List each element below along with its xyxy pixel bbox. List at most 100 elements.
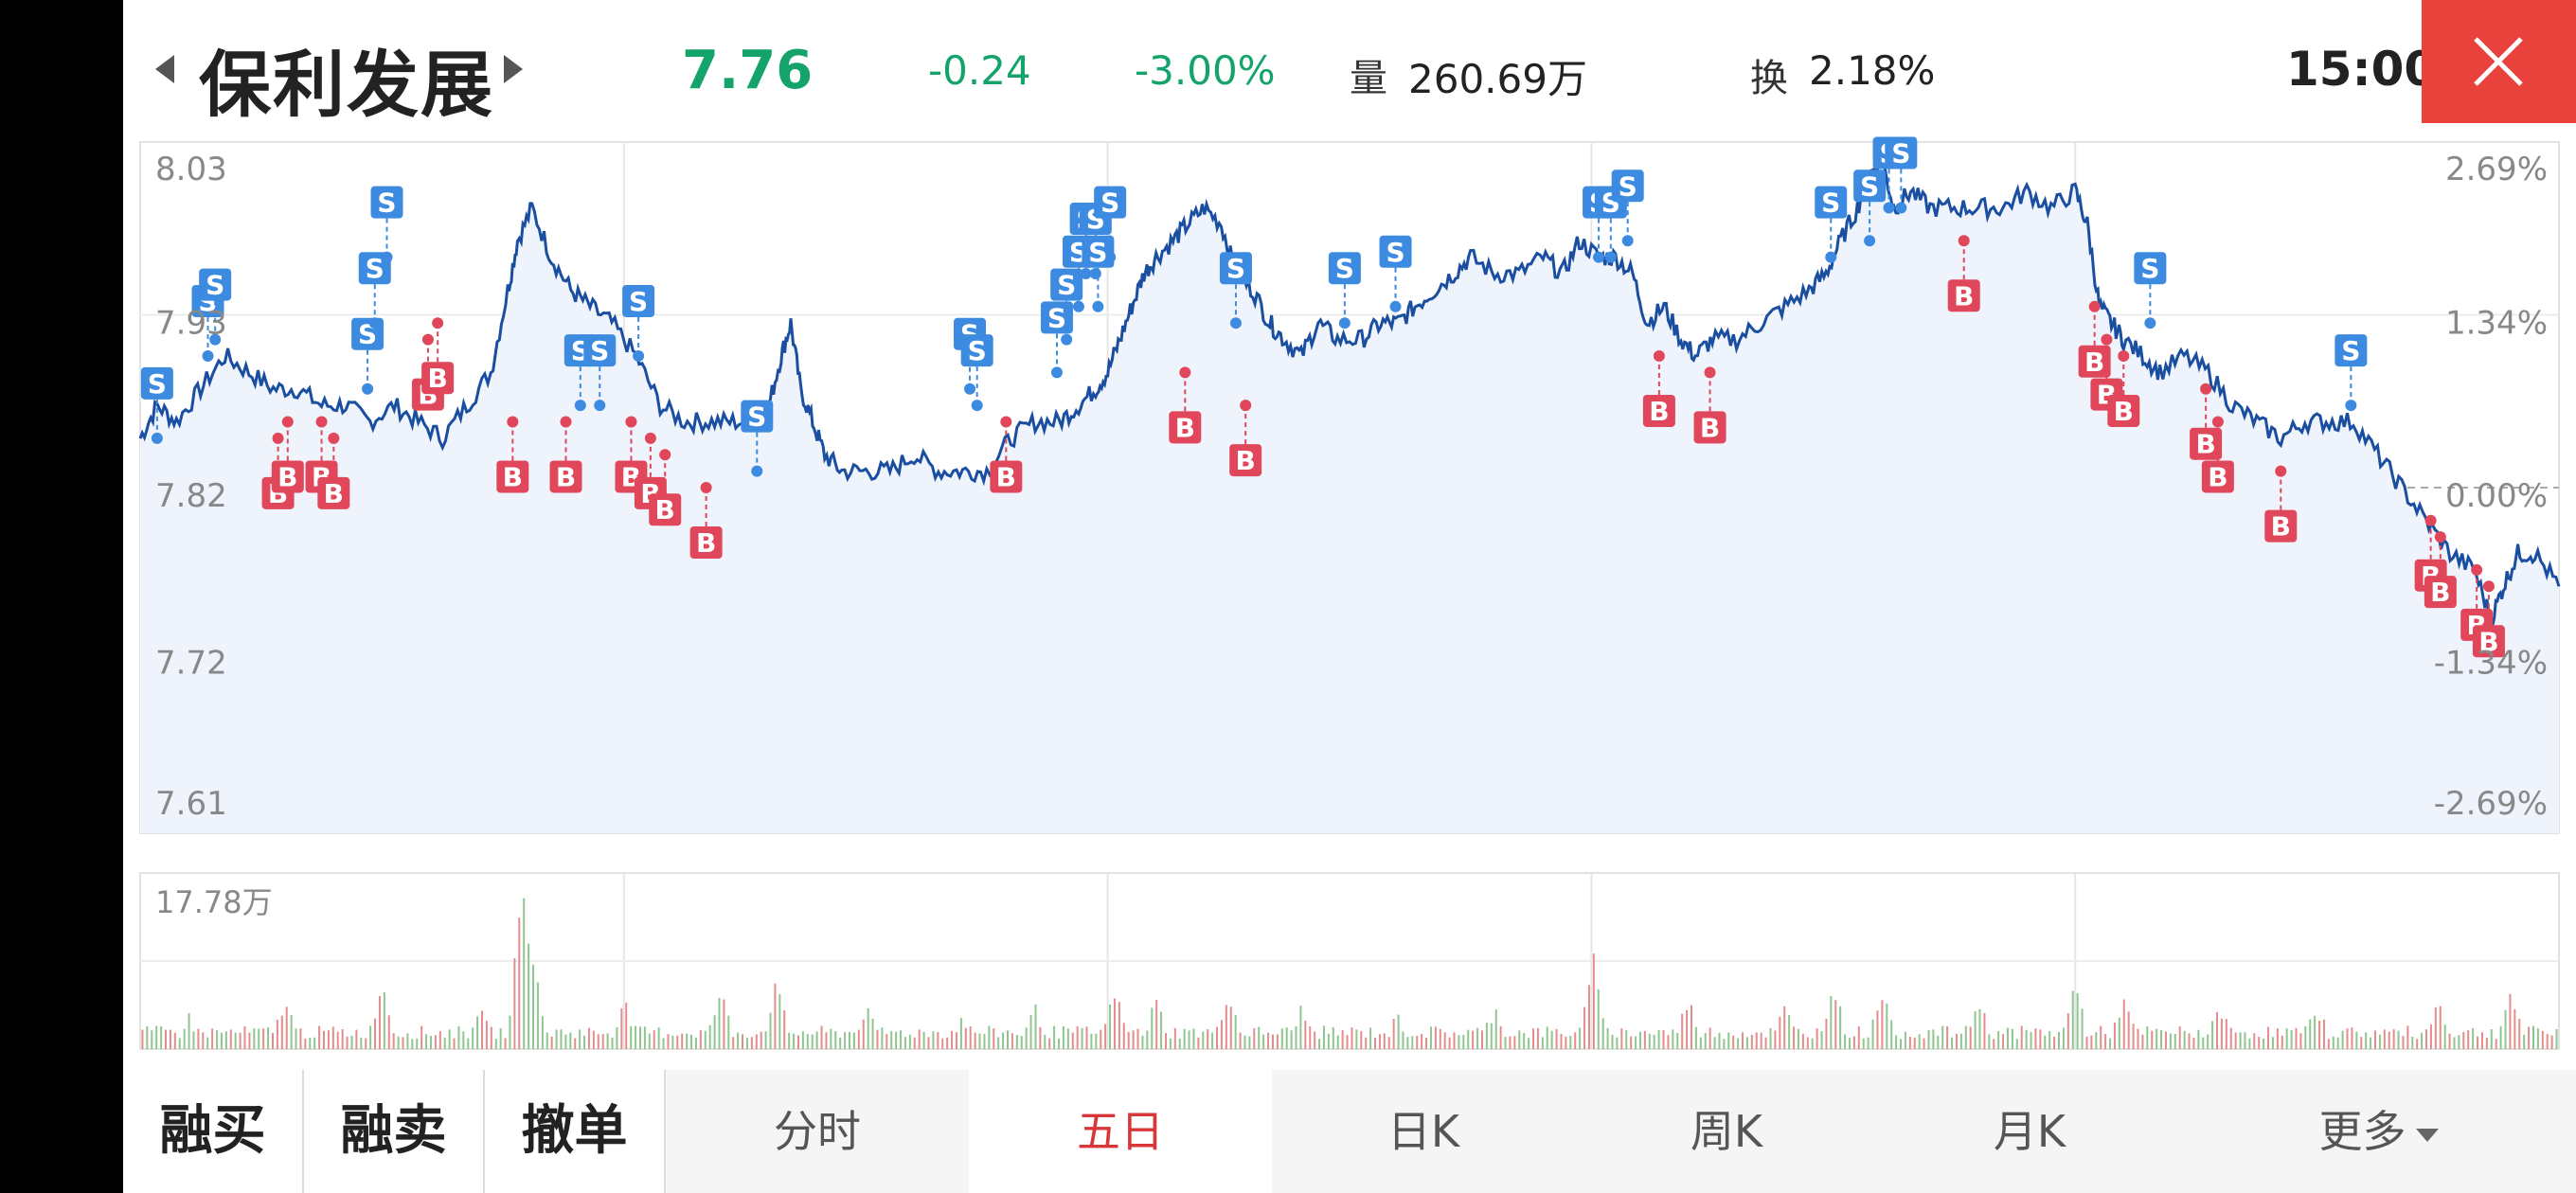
volume-bars xyxy=(141,898,2558,1049)
sell-marker-43: S xyxy=(1853,169,1887,247)
marker-letter: B xyxy=(2208,461,2227,492)
marker-badge xyxy=(1050,268,1083,301)
sell-marker-34: S xyxy=(1219,252,1252,329)
volume-value: 260.69万 xyxy=(1408,56,1587,102)
tab-weekly-k[interactable]: 周K xyxy=(1690,1106,1763,1157)
marker-letter: S xyxy=(1100,187,1119,219)
buy-marker-32: B xyxy=(1169,366,1202,444)
buy-marker-52: B xyxy=(2201,416,2234,493)
marker-badge xyxy=(689,526,723,559)
marker-badge xyxy=(1169,411,1202,444)
buy-marker-40: B xyxy=(1642,349,1675,427)
sell-marker-8: S xyxy=(358,252,391,329)
marker-letter: S xyxy=(366,253,385,284)
sell-marker-45: S xyxy=(1885,136,1918,214)
buy-marker-53: B xyxy=(2264,465,2298,543)
marker-badge xyxy=(199,268,232,301)
marker-badge xyxy=(2334,334,2368,367)
price-line xyxy=(138,151,2561,626)
marker-letter: B xyxy=(655,494,675,525)
close-button[interactable] xyxy=(2422,0,2576,123)
marker-letter: B xyxy=(2271,511,2291,543)
marker-letter: S xyxy=(1226,253,1245,284)
y-tick-pct-1: 1.34% xyxy=(2445,305,2548,343)
quote-time: 15:00 xyxy=(2286,42,2438,97)
margin-buy-button[interactable]: 融买 xyxy=(123,1070,304,1193)
marker-dot xyxy=(1958,235,1970,247)
stock-chart-page: 保利发展 7.76 -0.24 -3.00% 量 260.69万 换 2.18%… xyxy=(123,0,2576,1193)
marker-badge xyxy=(1642,394,1675,427)
marker-letter: S xyxy=(1047,302,1066,333)
marker-badge xyxy=(622,284,655,317)
marker-badge xyxy=(990,460,1023,493)
y-tick-price-2: 7.82 xyxy=(155,477,227,515)
price-change-percent: -3.00% xyxy=(1135,47,1276,94)
buy-marker-58: B xyxy=(2472,580,2505,658)
y-tick-pct-0: 2.69% xyxy=(2445,151,2548,188)
tab-five-day[interactable]: 五日 xyxy=(969,1070,1272,1193)
marker-letter: S xyxy=(590,335,609,366)
marker-letter: S xyxy=(2341,335,2360,366)
tab-intraday[interactable]: 分时 xyxy=(774,1106,861,1157)
marker-letter: B xyxy=(1649,396,1669,427)
y-tick-price-1: 7.93 xyxy=(155,305,227,343)
marker-letter: B xyxy=(2195,429,2215,460)
sell-marker-15: S xyxy=(622,284,655,362)
marker-letter: S xyxy=(1891,138,1910,169)
buy-marker-49: B xyxy=(2107,349,2140,427)
marker-badge xyxy=(370,186,403,219)
tab-more[interactable]: 更多 xyxy=(2181,1070,2576,1193)
y-tick-pct-3: -1.34% xyxy=(2434,645,2548,683)
trade-markers: SSSBBBBSSSBBBSSSBBBBBSSSBSSSSSSSBBSSSSSS… xyxy=(140,136,2505,658)
marker-badge xyxy=(1885,136,1918,169)
marker-letter: B xyxy=(556,461,576,492)
sell-marker-23: S xyxy=(960,334,993,412)
marker-badge xyxy=(271,460,304,493)
marker-badge xyxy=(140,366,173,400)
marker-badge xyxy=(2134,252,2167,285)
turnover-value: 2.18% xyxy=(1809,47,1936,94)
close-icon xyxy=(2474,37,2523,86)
marker-letter: B xyxy=(1236,445,1256,476)
marker-badge xyxy=(2107,394,2140,427)
marker-badge xyxy=(2264,509,2298,543)
marker-badge xyxy=(496,460,529,493)
marker-badge xyxy=(317,476,350,509)
marker-letter: S xyxy=(629,286,648,317)
marker-badge xyxy=(1094,186,1127,219)
sell-marker-9: S xyxy=(370,186,403,263)
five-day-price-chart[interactable]: SSSBBBBSSSBBBSSSBBBBBSSSBSSSSSSSBBSSSSSS… xyxy=(123,0,2576,1070)
next-stock-arrow-icon[interactable] xyxy=(504,55,523,83)
bottom-toolbar: 融买 融卖 撤单 分时 五日 日K 周K 月K 更多 xyxy=(123,1070,2576,1193)
buy-marker-46: B xyxy=(1947,235,1980,312)
prev-stock-arrow-icon[interactable] xyxy=(155,55,174,83)
buy-marker-6: B xyxy=(317,432,350,509)
price-area xyxy=(140,157,2559,833)
buy-marker-41: B xyxy=(1693,366,1726,444)
marker-letter: S xyxy=(1386,237,1404,268)
sell-marker-14: S xyxy=(583,334,617,412)
turnover-label: 换 xyxy=(1750,57,1788,100)
tab-daily-k[interactable]: 日K xyxy=(1386,1106,1460,1157)
sell-marker-50: S xyxy=(2134,252,2167,329)
marker-badge xyxy=(1219,252,1252,285)
marker-letter: B xyxy=(2430,577,2450,608)
marker-badge xyxy=(2424,576,2457,609)
buy-marker-20: B xyxy=(689,482,723,559)
volume-label: 量 xyxy=(1350,57,1387,100)
buy-marker-17: B xyxy=(615,416,648,493)
cancel-order-button[interactable]: 撤单 xyxy=(485,1070,666,1193)
y-tick-price-3: 7.72 xyxy=(155,645,227,683)
stock-name: 保利发展 xyxy=(199,43,494,127)
buy-marker-11: B xyxy=(421,317,455,395)
marker-letter: B xyxy=(427,363,447,394)
buy-marker-56: B xyxy=(2424,531,2457,609)
marker-badge xyxy=(1693,411,1726,444)
sell-marker-54: S xyxy=(2334,334,2368,412)
marker-letter: B xyxy=(1700,412,1720,443)
margin-sell-button[interactable]: 融卖 xyxy=(304,1070,485,1193)
marker-badge xyxy=(960,334,993,367)
marker-badge xyxy=(1611,169,1644,203)
marker-badge xyxy=(421,362,455,395)
tab-monthly-k[interactable]: 月K xyxy=(1993,1106,2066,1157)
